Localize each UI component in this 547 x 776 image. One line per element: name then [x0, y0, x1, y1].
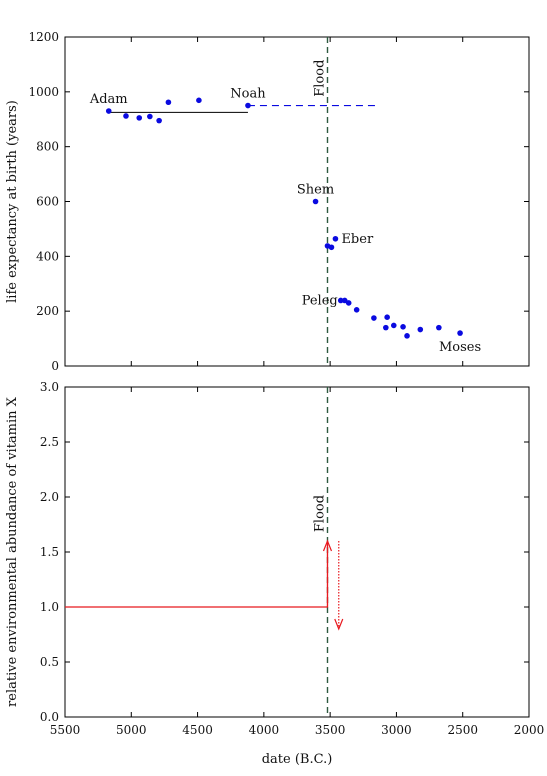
x-tick-label: 3500	[315, 723, 346, 737]
vitamin-series-line	[65, 543, 329, 608]
data-point	[436, 324, 442, 331]
data-point	[337, 297, 344, 304]
data-point	[196, 97, 202, 104]
x-tick-label: 4500	[182, 723, 213, 737]
y-tick-label: 2.0	[40, 490, 59, 504]
data-point	[345, 300, 352, 306]
data-point	[312, 198, 319, 205]
x-tick-label: 4000	[249, 723, 280, 737]
data-point	[404, 333, 410, 339]
y-tick-label: 0	[51, 359, 59, 373]
plot-frame	[64, 36, 530, 367]
data-point	[332, 235, 339, 242]
y-axis-label: life expectancy at birth (years)	[5, 100, 20, 303]
data-point	[371, 315, 377, 321]
y-tick-label: 600	[36, 195, 59, 209]
y-tick-label: 0.0	[40, 710, 59, 724]
annotation-eber: Eber	[341, 232, 374, 247]
data-point	[156, 117, 162, 124]
x-tick-label: 5000	[116, 723, 147, 737]
data-point	[123, 113, 129, 119]
y-tick-label: 2.5	[40, 435, 59, 449]
vitamin-abundance-panel: 0.0 0.5 1.0 1.5 2.0 2.5 3.0 5500 5000 4500 4000 350…	[5, 380, 544, 737]
x-axis-label: date (B.C.)	[262, 752, 333, 767]
y-tick-label: 1200	[28, 30, 59, 44]
data-point	[383, 324, 389, 331]
y-tick-label: 0.5	[40, 655, 59, 669]
data-point	[245, 102, 251, 109]
data-point	[390, 322, 397, 329]
life-expectancy-panel: 0 200 400 600 800 1000 1200 life expectancy at …	[5, 30, 530, 373]
data-point	[353, 306, 360, 313]
data-point	[384, 314, 390, 320]
y-tick-label: 1.5	[40, 545, 59, 559]
data-point	[165, 99, 172, 106]
data-point	[105, 108, 112, 114]
annotation-adam: Adam	[89, 92, 128, 107]
x-tick-label: 5500	[50, 723, 81, 737]
annotation-shem: Shem	[297, 183, 334, 198]
x-tick-label: 2000	[514, 723, 545, 737]
plot-frame	[64, 386, 530, 718]
x-tick-label: 3000	[381, 723, 412, 737]
data-point	[417, 326, 424, 333]
data-point	[328, 244, 335, 251]
data-point	[147, 113, 153, 120]
annotation-peleg: Peleg	[302, 293, 338, 308]
y-tick-label: 800	[36, 140, 59, 154]
y-axis-label: relative environmental abundance of vita…	[5, 396, 20, 707]
y-tick-label: 3.0	[40, 380, 59, 394]
x-tick-label: 2500	[447, 723, 478, 737]
data-point	[457, 330, 463, 336]
y-tick-label: 1.0	[40, 600, 59, 614]
y-tick-label: 400	[36, 249, 59, 263]
arrow-head	[322, 539, 333, 552]
annotation-noah: Noah	[230, 87, 266, 102]
y-tick-label: 200	[36, 304, 59, 318]
annotation-moses: Moses	[439, 340, 481, 355]
flood-label: Flood	[312, 495, 327, 532]
data-point	[136, 115, 143, 121]
flood-label: Flood	[312, 60, 327, 97]
data-point	[400, 323, 406, 330]
arrow-head	[334, 618, 344, 631]
y-tick-label: 1000	[28, 85, 59, 99]
